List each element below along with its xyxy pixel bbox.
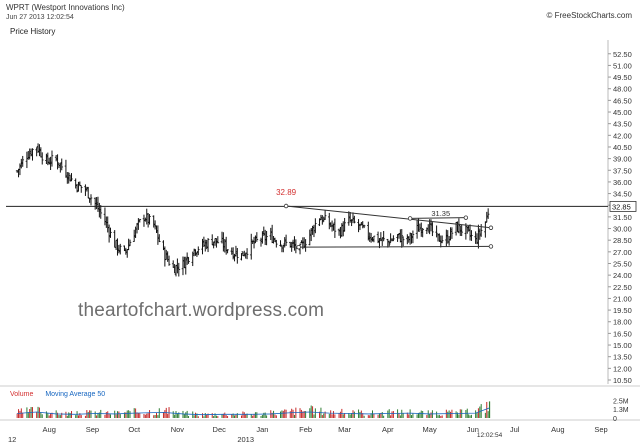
y-tick-label: 21.00 <box>613 294 632 303</box>
y-tick-label: 30.00 <box>613 225 632 234</box>
x-tick-label: Jul <box>510 425 520 434</box>
trendline-handle <box>283 203 289 209</box>
x-year-start-label: 12 <box>8 435 16 444</box>
volume-legend-label: Volume <box>10 391 34 398</box>
x-tick-label: Jan <box>256 425 268 434</box>
trendline-handle <box>296 244 301 250</box>
y-tick-label: 46.50 <box>613 96 632 105</box>
trendline <box>410 217 466 219</box>
trendline <box>286 205 491 229</box>
y-tick-label: 45.00 <box>613 108 632 117</box>
x-tick-label: Aug <box>551 425 564 434</box>
peak-annotation: 32.89 <box>276 188 297 197</box>
trendline-handle <box>463 215 469 220</box>
x-tick-label: Mar <box>338 425 351 434</box>
last-price-label: 32.85 <box>612 202 631 211</box>
volume-legend: Volume Moving Average 50 <box>10 391 105 398</box>
y-tick-label: 31.50 <box>613 213 632 222</box>
level-annotation: 31.35 <box>431 209 450 218</box>
y-tick-label: 34.50 <box>613 190 632 199</box>
y-tick-label: 40.50 <box>613 143 632 152</box>
x-year-label: 2013 <box>237 435 254 444</box>
y-tick-label: 43.50 <box>613 120 632 129</box>
trendline-handle <box>488 244 494 249</box>
x-tick-label: Feb <box>299 425 312 434</box>
copyright-link[interactable]: © FreeStockCharts.com <box>546 11 632 20</box>
x-tick-label: Jun <box>467 425 479 434</box>
y-tick-label: 52.50 <box>613 50 632 59</box>
y-tick-label: 42.00 <box>613 131 632 140</box>
y-tick-label: 28.50 <box>613 236 632 245</box>
y-tick-label: 10.50 <box>613 376 632 385</box>
y-tick-label: 15.00 <box>613 341 632 350</box>
x-tick-label: Aug <box>43 425 56 434</box>
x-tick-label: May <box>423 425 437 434</box>
x-tick-label: Oct <box>128 425 141 434</box>
y-tick-label: 37.50 <box>613 166 632 175</box>
watermark-text: theartofchart.wordpress.com <box>78 300 325 321</box>
x-tick-label: Sep <box>86 425 99 434</box>
timestamp: Jun 27 2013 12:02:54 <box>6 14 74 21</box>
y-tick-label: 22.50 <box>613 283 632 292</box>
y-tick-label: 51.00 <box>613 61 632 70</box>
y-tick-label: 18.00 <box>613 318 632 327</box>
y-tick-label: 36.00 <box>613 178 632 187</box>
x-tick-label: Sep <box>594 425 607 434</box>
x-tick-label: Dec <box>213 425 227 434</box>
y-tick-label: 48.00 <box>613 85 632 94</box>
y-tick-label: 27.00 <box>613 248 632 257</box>
x-tick-label: Nov <box>171 425 185 434</box>
trendline-handle <box>407 216 413 221</box>
trendline <box>298 245 491 248</box>
trendline-handle <box>488 225 494 230</box>
y-tick-label: 24.00 <box>613 271 632 280</box>
y-tick-label: 49.50 <box>613 73 632 82</box>
x-tick-label: Apr <box>382 425 394 434</box>
y-tick-label: 16.50 <box>613 329 632 338</box>
section-label: Price History <box>10 27 56 36</box>
y-tick-label: 39.00 <box>613 155 632 164</box>
y-tick-label: 25.50 <box>613 259 632 268</box>
y-tick-label: 19.50 <box>613 306 632 315</box>
last-price-box <box>609 200 637 212</box>
y-tick-label: 13.50 <box>613 353 632 362</box>
y-tick-label: 12.00 <box>613 364 632 373</box>
chart-title: WPRT (Westport Innovations Inc) <box>6 3 125 12</box>
moving-average-legend-label: Moving Average 50 <box>45 391 106 398</box>
